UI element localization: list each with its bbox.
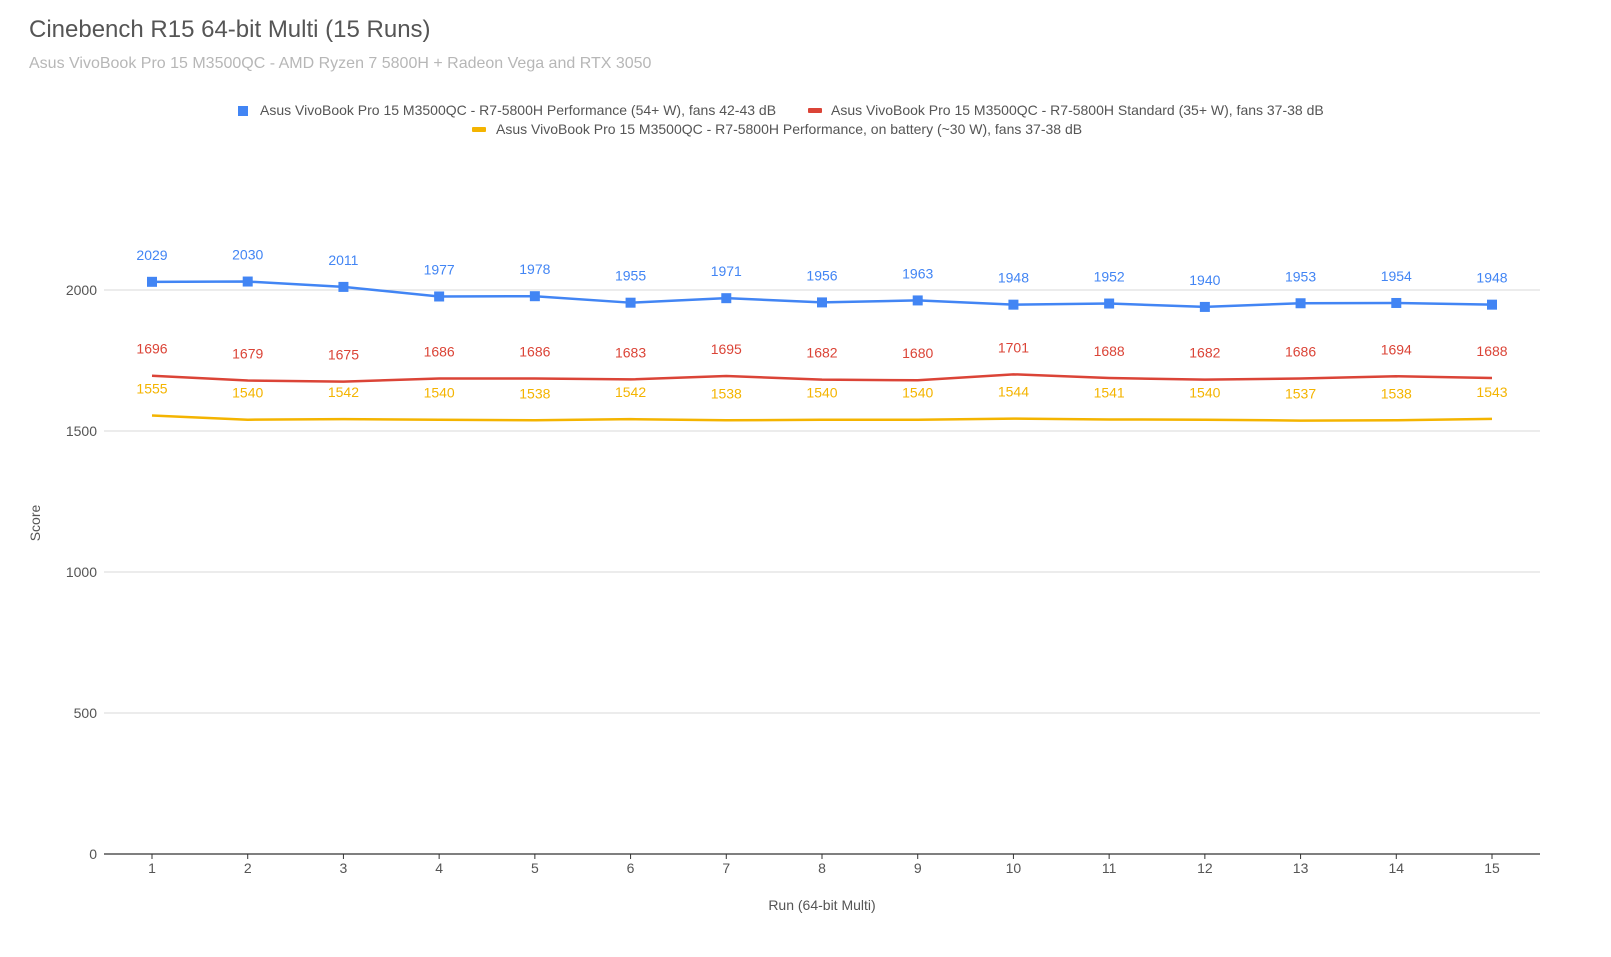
data-point-marker: [1199, 301, 1210, 312]
y-axis-ticks: 0 500 1000 1500 2000: [66, 282, 97, 862]
x-tick-label: 4: [435, 860, 443, 876]
data-point-marker: [338, 281, 349, 292]
data-point-marker: [1391, 297, 1402, 308]
data-label: 1686: [1285, 344, 1316, 360]
data-label: 1675: [328, 347, 359, 363]
data-label: 1538: [519, 385, 550, 401]
data-label: 2029: [136, 247, 167, 263]
y-tick-label: 500: [74, 705, 98, 721]
data-label: 1542: [615, 384, 646, 400]
x-tick-label: 12: [1197, 860, 1213, 876]
data-label: 1696: [136, 341, 167, 357]
x-tick-label: 9: [914, 860, 922, 876]
chart-title: Cinebench R15 64-bit Multi (15 Runs): [29, 16, 431, 43]
data-label: 1694: [1381, 341, 1412, 357]
data-label: 1688: [1476, 343, 1507, 359]
series-markers: [147, 276, 1497, 312]
x-tick-label: 11: [1102, 860, 1117, 876]
data-label: 1538: [1381, 385, 1412, 401]
data-label: 1956: [806, 267, 837, 283]
data-point-marker: [529, 291, 540, 302]
data-label: 1540: [806, 385, 837, 401]
x-tick-label: 6: [627, 860, 635, 876]
series-line-3: [151, 414, 1493, 422]
legend-swatch-performance: [238, 106, 248, 116]
data-label: 1701: [998, 339, 1029, 355]
legend-label-performance: Asus VivoBook Pro 15 M3500QC - R7-5800H …: [260, 102, 776, 118]
x-axis-ticks: 1 2 3 4 5 6 7 8 9 10 11 12 13 14 15: [148, 854, 1500, 876]
y-axis-title: Score: [27, 505, 43, 542]
data-label: 1543: [1476, 384, 1507, 400]
data-label: 1682: [806, 345, 837, 361]
data-label: 1978: [519, 261, 550, 277]
data-label: 1544: [998, 384, 1029, 400]
data-label: 1940: [1189, 272, 1220, 288]
data-label: 1686: [519, 344, 550, 360]
data-label: 1948: [1476, 270, 1507, 286]
data-label: 1538: [711, 385, 742, 401]
x-tick-label: 10: [1006, 860, 1022, 876]
data-point-marker: [1104, 298, 1115, 309]
data-label: 1963: [902, 265, 933, 281]
data-point-marker: [721, 293, 732, 304]
x-tick-label: 15: [1484, 860, 1500, 876]
data-label: 1680: [902, 345, 933, 361]
data-point-marker: [1295, 298, 1306, 309]
data-point-marker: [1487, 299, 1497, 310]
data-label: 1952: [1094, 269, 1125, 285]
legend-swatch-battery: [472, 127, 486, 132]
data-point-marker: [147, 276, 157, 287]
legend-label-standard: Asus VivoBook Pro 15 M3500QC - R7-5800H …: [831, 102, 1324, 118]
series-line-2: [151, 373, 1493, 383]
data-label: 1954: [1381, 268, 1412, 284]
data-label: 1679: [232, 346, 263, 362]
x-tick-label: 7: [722, 860, 730, 876]
data-label: 1948: [998, 270, 1029, 286]
chart-subtitle: Asus VivoBook Pro 15 M3500QC - AMD Ryzen…: [29, 55, 652, 72]
x-tick-label: 3: [340, 860, 348, 876]
data-label: 1971: [711, 263, 742, 279]
data-label: 2030: [232, 247, 263, 263]
y-tick-label: 1000: [66, 564, 97, 580]
data-point-marker: [242, 276, 253, 287]
data-label: 1683: [615, 344, 646, 360]
data-label: 1688: [1094, 343, 1125, 359]
data-label: 1977: [424, 261, 455, 277]
data-label: 2011: [328, 252, 358, 268]
data-label: 1695: [711, 341, 742, 357]
y-tick-label: 0: [89, 846, 97, 862]
data-label: 1540: [1189, 385, 1220, 401]
data-point-marker: [1008, 299, 1019, 310]
data-label: 1540: [424, 385, 455, 401]
legend: Asus VivoBook Pro 15 M3500QC - R7-5800H …: [238, 102, 1324, 137]
y-tick-label: 2000: [66, 282, 97, 298]
data-label: 1537: [1285, 386, 1316, 402]
y-tick-label: 1500: [66, 423, 97, 439]
legend-label-battery: Asus VivoBook Pro 15 M3500QC - R7-5800H …: [496, 121, 1082, 137]
x-tick-label: 2: [244, 860, 252, 876]
x-tick-label: 14: [1388, 860, 1404, 876]
data-label: 1682: [1189, 345, 1220, 361]
data-point-marker: [625, 297, 636, 308]
x-tick-label: 13: [1293, 860, 1309, 876]
x-tick-label: 1: [148, 860, 156, 876]
data-label: 1542: [328, 384, 359, 400]
data-label: 1541: [1094, 384, 1125, 400]
data-label: 1540: [902, 385, 933, 401]
x-tick-label: 8: [818, 860, 826, 876]
data-label: 1955: [615, 268, 646, 284]
data-label: 1555: [136, 380, 167, 396]
data-label: 1686: [424, 344, 455, 360]
gridlines: [104, 289, 1540, 855]
data-label: 1540: [232, 385, 263, 401]
data-point-marker: [434, 291, 445, 302]
x-tick-label: 5: [531, 860, 539, 876]
legend-swatch-standard: [808, 108, 822, 113]
x-axis-title: Run (64-bit Multi): [768, 897, 875, 913]
data-point-marker: [817, 297, 827, 308]
data-label: 1953: [1285, 268, 1316, 284]
data-labels: 2029 2030 2011 1977 1978 1955 1971 1956 1963 1948…: [136, 247, 1507, 402]
data-point-marker: [912, 295, 923, 306]
